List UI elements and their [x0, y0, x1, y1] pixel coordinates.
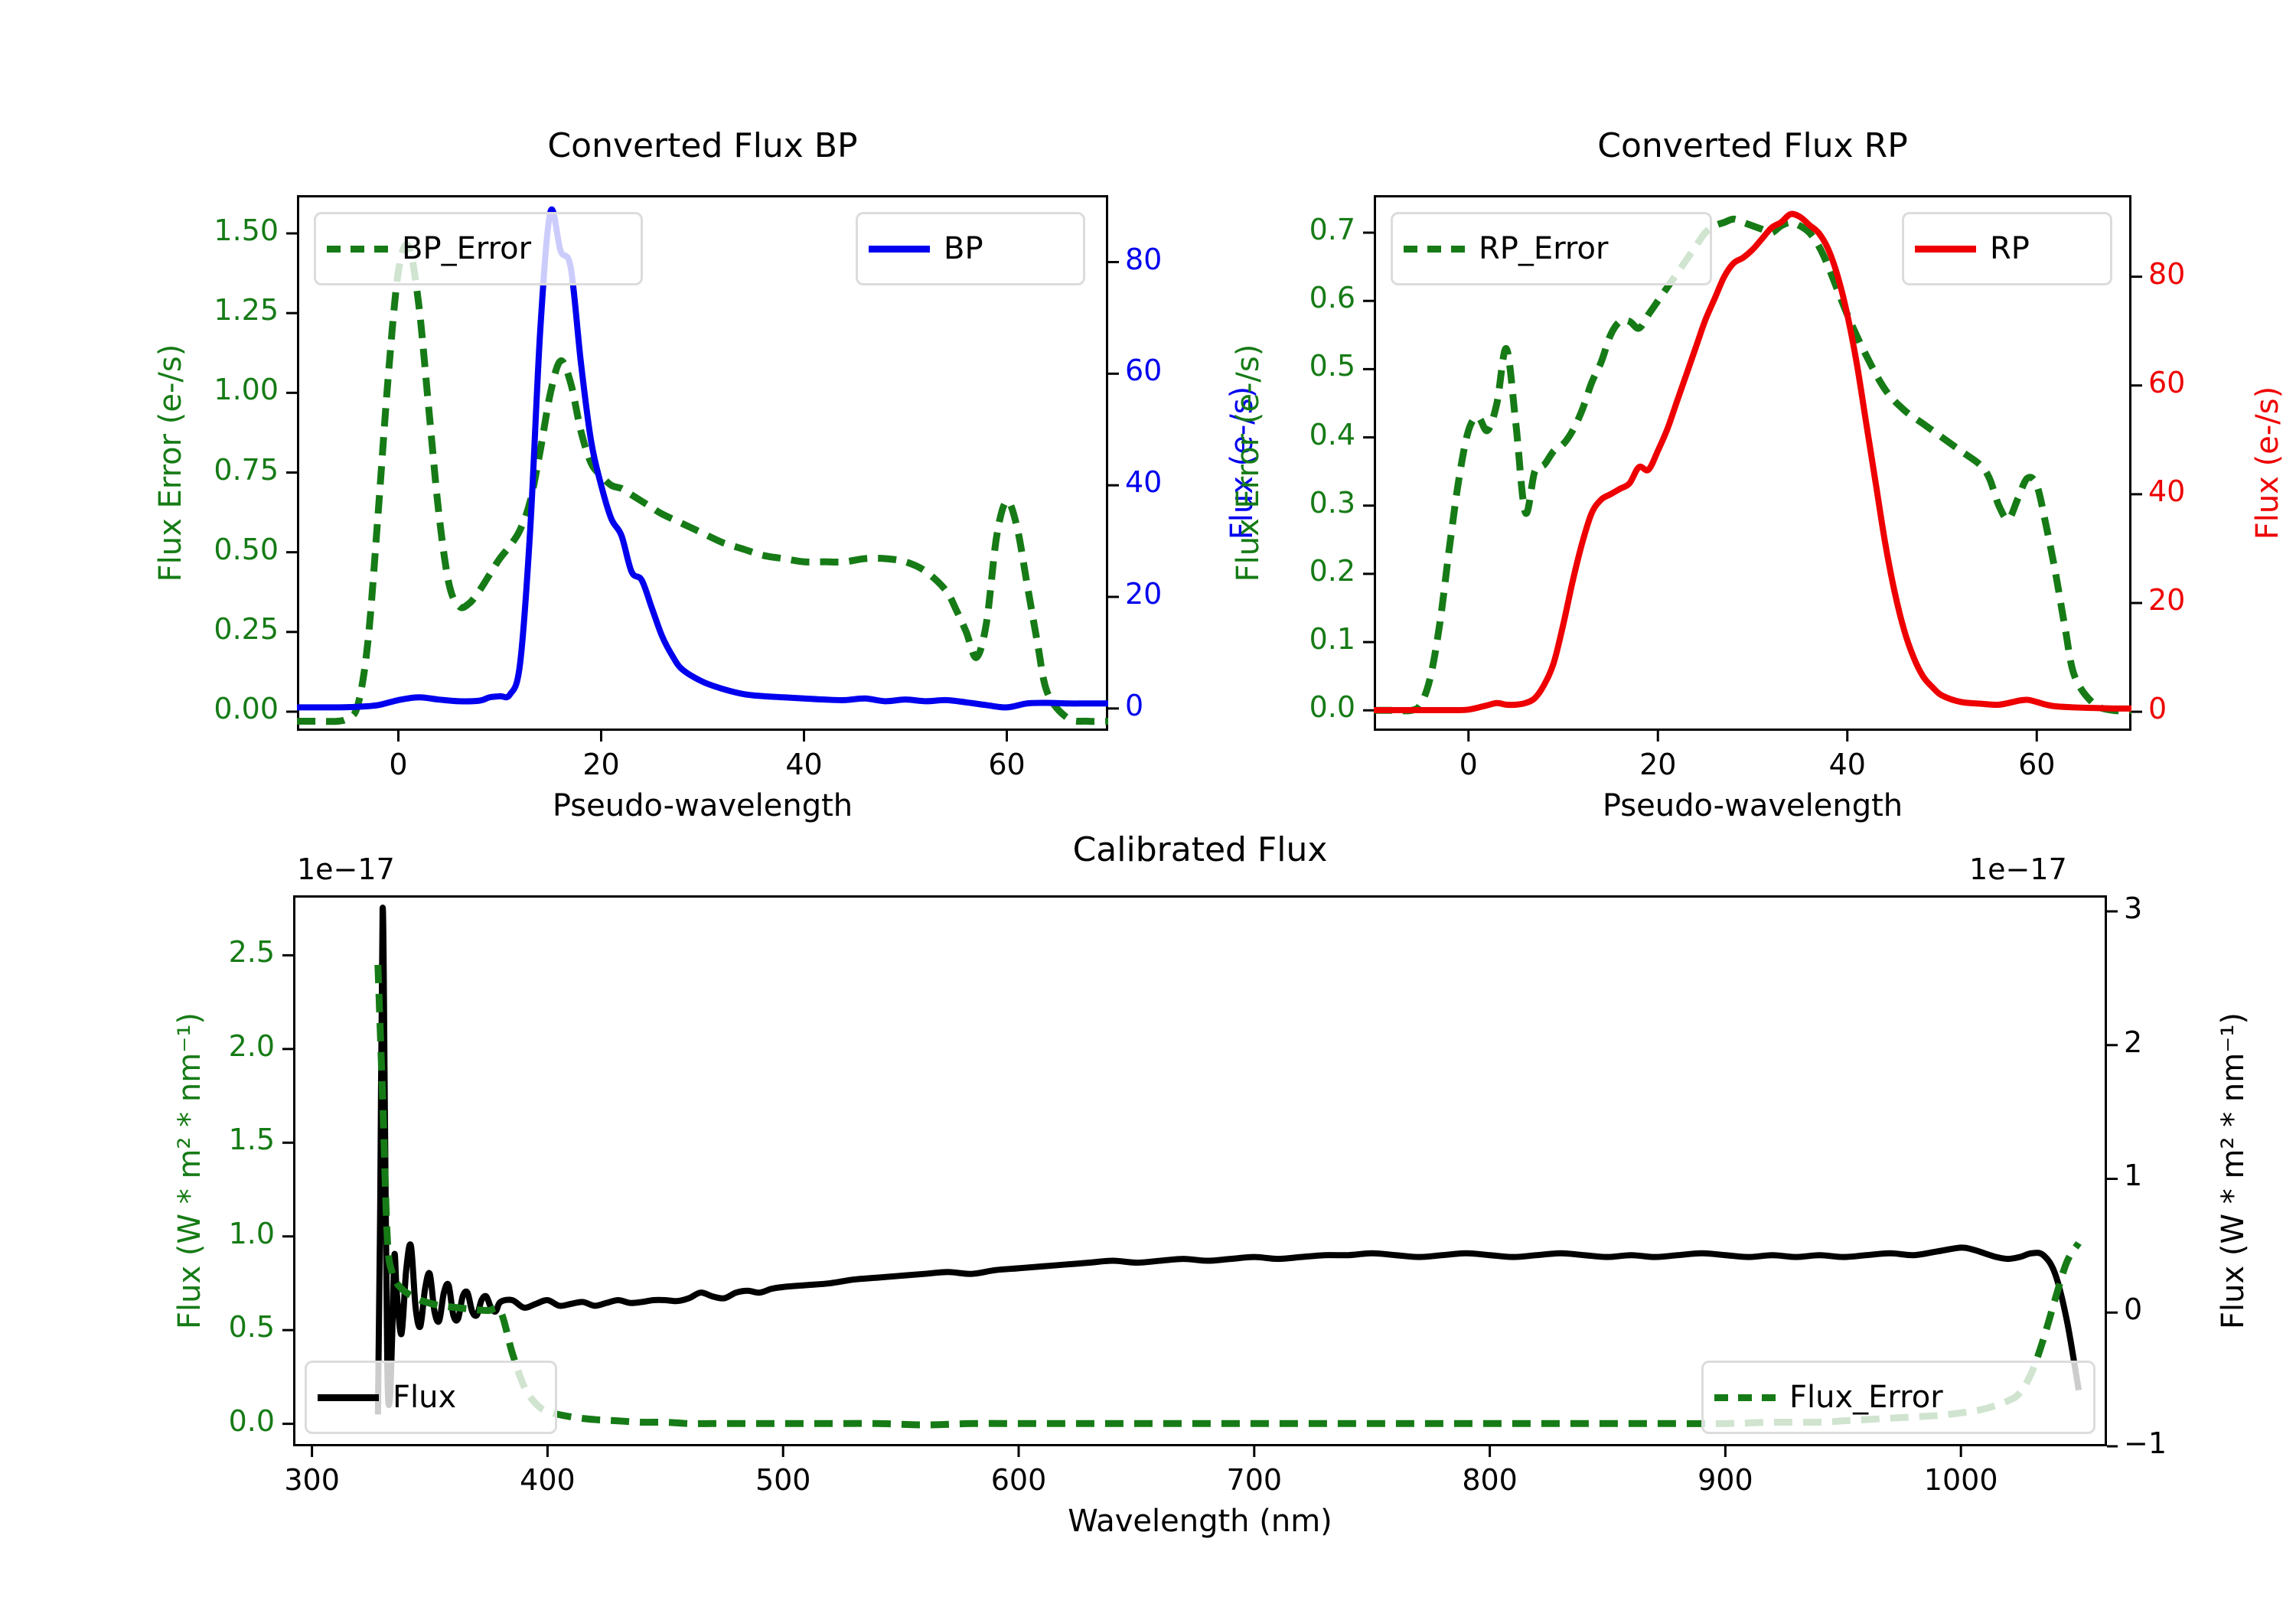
- rp-flux-line-swatch: [1915, 245, 1976, 253]
- axis-tick-label: 1.5: [228, 1123, 275, 1157]
- rp-error-line-swatch: [1404, 245, 1465, 253]
- cal-legend-error[interactable]: Flux_Error: [1701, 1361, 2095, 1434]
- axis-tick-label: 0.7: [1309, 213, 1355, 247]
- axis-tick-label: 2: [2124, 1025, 2143, 1059]
- rp-legend-flux-label: RP: [1990, 231, 2030, 266]
- axis-tick-label: 400: [520, 1463, 576, 1497]
- axis-tick-label: 1: [2124, 1159, 2143, 1193]
- cal-xlabel: Wavelength (nm): [1068, 1504, 1332, 1539]
- cal-offset-left: 1e−17: [297, 852, 395, 886]
- bp-error-line-swatch: [327, 245, 388, 253]
- cal-error-line-swatch: [1714, 1393, 1776, 1401]
- cal-axes-frame: [293, 895, 2107, 1446]
- axis-tick-label: 40: [1828, 748, 1866, 781]
- cal-panel-title: Calibrated Flux: [1072, 830, 1328, 869]
- axis-tick-label: 0: [2148, 692, 2167, 726]
- axis-tick-label: 20: [1639, 748, 1677, 781]
- bp-flux-line-swatch: [869, 245, 930, 253]
- axis-tick-label: 40: [2148, 474, 2186, 508]
- axis-tick-label: 0.3: [1309, 485, 1355, 520]
- axis-tick-label: 0.0: [1309, 690, 1355, 725]
- cal-legend-error-label: Flux_Error: [1789, 1380, 1943, 1415]
- axis-tick-label: 1.0: [228, 1216, 275, 1250]
- axis-tick-label: 800: [1462, 1463, 1518, 1497]
- axis-tick-label: −1: [2124, 1426, 2167, 1460]
- axis-tick-label: 600: [990, 1463, 1047, 1497]
- axis-tick-label: 20: [582, 748, 620, 781]
- axis-tick-label: 40: [785, 748, 823, 781]
- cal-flux-line-swatch: [318, 1393, 379, 1401]
- series-flux_error-line: [374, 964, 2082, 1429]
- axis-tick-label: 900: [1698, 1463, 1753, 1497]
- axis-tick-label: 60: [2148, 365, 2186, 399]
- axis-tick-label: 60: [1125, 354, 1163, 388]
- axis-tick-label: 0.1: [1309, 622, 1355, 657]
- cal-legend-flux-label: Flux: [393, 1380, 457, 1415]
- axis-tick-label: 60: [2018, 748, 2056, 781]
- rp-xlabel: Pseudo-wavelength: [1602, 788, 1903, 823]
- axis-tick-label: 1.25: [214, 293, 279, 328]
- axis-tick-label: 0.5: [228, 1310, 275, 1345]
- axis-tick-label: 20: [1125, 577, 1163, 611]
- bp-legend-flux[interactable]: BP: [856, 212, 1085, 285]
- axis-tick-label: 80: [1125, 242, 1163, 276]
- axis-tick-label: 0: [2124, 1292, 2143, 1327]
- axis-tick-label: 0.50: [214, 532, 279, 566]
- axis-tick-label: 500: [755, 1463, 811, 1497]
- axis-tick-label: 0.4: [1309, 417, 1355, 451]
- bp-xlabel: Pseudo-wavelength: [552, 788, 853, 823]
- axis-tick-label: 60: [988, 748, 1026, 781]
- axis-tick-label: 0.2: [1309, 553, 1355, 588]
- bp-legend-flux-label: BP: [944, 231, 983, 266]
- series-rp-line: [1374, 210, 2131, 714]
- axis-tick-label: 40: [1125, 465, 1163, 500]
- axis-tick-label: 0.5: [1309, 349, 1355, 383]
- axis-tick-label: 0.0: [228, 1403, 275, 1438]
- rp-legend-flux[interactable]: RP: [1902, 212, 2112, 285]
- axis-tick-label: 0: [1459, 748, 1478, 781]
- axis-tick-label: 2.5: [228, 935, 275, 970]
- cal-offset-right: 1e−17: [1969, 852, 2067, 886]
- axis-tick-label: 1000: [1923, 1463, 1998, 1497]
- axis-tick-label: 700: [1226, 1463, 1283, 1497]
- axis-tick-label: 0: [389, 748, 408, 781]
- axis-tick-label: 0: [1125, 688, 1144, 722]
- axis-tick-label: 20: [2148, 582, 2186, 617]
- axis-tick-label: 3: [2124, 891, 2143, 925]
- rp-legend-error-label: RP_Error: [1479, 231, 1609, 266]
- axis-tick-label: 1.00: [214, 373, 279, 407]
- cal-ylabel-left: Flux (W * m² * nm⁻¹): [172, 1012, 207, 1329]
- bp-legend-error-label: BP_Error: [402, 231, 532, 266]
- series-bp-line: [297, 206, 1108, 711]
- rp-legend-error[interactable]: RP_Error: [1391, 212, 1712, 285]
- bp-panel-title: Converted Flux BP: [547, 126, 858, 165]
- axis-tick-label: 0.00: [214, 692, 279, 725]
- bp-axes-frame: [297, 195, 1108, 731]
- cal-legend-flux[interactable]: Flux: [305, 1361, 557, 1434]
- axis-tick-label: 0.6: [1309, 281, 1355, 315]
- bp-legend-error[interactable]: BP_Error: [314, 212, 643, 285]
- series-flux-line: [374, 905, 2082, 1415]
- axis-tick-label: 300: [284, 1463, 340, 1497]
- axis-tick-label: 80: [2148, 256, 2186, 291]
- axis-tick-label: 0.75: [214, 452, 279, 487]
- axis-tick-label: 1.50: [214, 214, 279, 247]
- rp-panel-title: Converted Flux RP: [1597, 126, 1908, 165]
- axis-tick-label: 0.25: [214, 611, 279, 646]
- axis-tick-label: 2.0: [228, 1028, 275, 1063]
- rp-axes-frame: [1374, 195, 2131, 731]
